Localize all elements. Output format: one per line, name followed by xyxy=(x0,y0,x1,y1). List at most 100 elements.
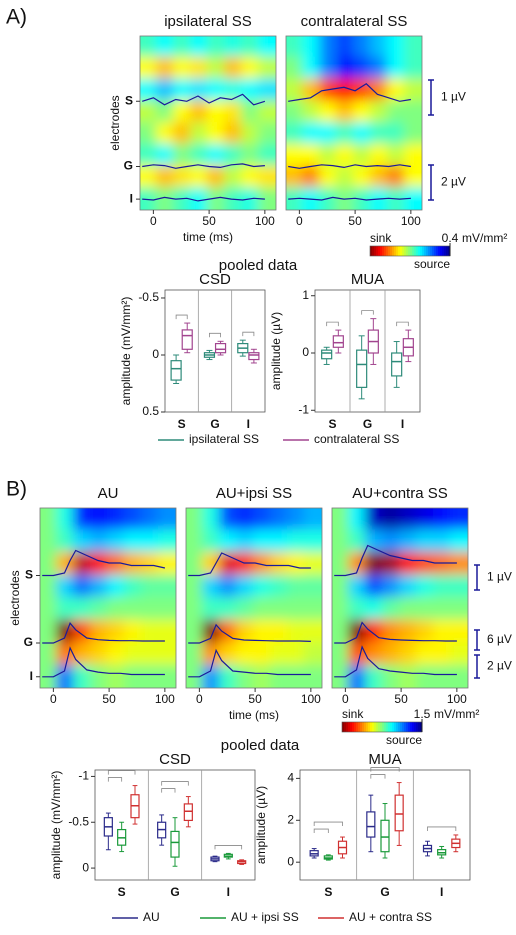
heat-cell xyxy=(73,508,92,532)
heatmap-cells xyxy=(140,36,276,210)
heat-cell xyxy=(332,597,350,622)
colorbar-swatch xyxy=(404,246,407,256)
heat-cell xyxy=(336,78,355,103)
heat-cell xyxy=(304,552,322,577)
colorbar-unit: mV/mm² xyxy=(434,707,479,721)
heat-cell xyxy=(40,529,58,554)
category-label: G xyxy=(380,885,389,899)
heat-cell xyxy=(219,642,238,667)
heat-cell xyxy=(353,36,372,59)
heat-cell xyxy=(141,508,160,532)
heat-cell xyxy=(399,552,418,577)
x-tick-label: 100 xyxy=(301,692,321,706)
colorbar-swatch xyxy=(426,246,429,256)
suptitle: pooled data xyxy=(219,257,298,274)
heat-cell xyxy=(173,143,192,168)
heat-cell xyxy=(236,597,255,622)
significance-bracket xyxy=(313,821,343,827)
heat-cell xyxy=(302,165,321,190)
heatmap-cells xyxy=(286,36,422,210)
colorbar-swatch xyxy=(398,722,401,732)
colorbar-swatch xyxy=(424,246,427,256)
heat-cell xyxy=(173,100,192,124)
heat-cell xyxy=(332,552,350,577)
heat-cell xyxy=(190,100,209,124)
heat-cell xyxy=(336,165,355,190)
colorbar-swatch xyxy=(414,722,417,732)
plot-frame xyxy=(185,507,323,689)
heat-cell xyxy=(173,122,192,146)
heat-cell xyxy=(190,143,209,168)
heat-cell xyxy=(399,529,418,554)
colorbar-swatch xyxy=(410,246,413,256)
chart-title: CSD xyxy=(199,271,231,288)
colorbar-tick-label: 0.4 xyxy=(442,231,459,245)
scale-bar-label: 6 µV xyxy=(487,632,512,646)
heat-cell xyxy=(370,36,389,59)
y-tick-label: G xyxy=(24,635,33,649)
heat-cell xyxy=(158,642,176,667)
y-tick-label: -0.5 xyxy=(68,814,89,828)
colorbar-swatch xyxy=(388,722,391,732)
heat-cell xyxy=(287,508,306,532)
heat-cell xyxy=(241,78,260,103)
heat-cell xyxy=(353,143,372,168)
colorbar-swatch xyxy=(420,246,423,256)
heat-cell xyxy=(224,187,243,210)
colorbar-swatch xyxy=(440,246,443,256)
colorbar-swatch xyxy=(396,246,399,256)
heat-cell xyxy=(207,56,226,81)
heat-cell xyxy=(141,664,160,688)
heat-cell xyxy=(336,143,355,168)
heat-cell xyxy=(450,574,468,599)
trace xyxy=(188,648,311,678)
heat-cell xyxy=(253,529,272,554)
heat-cell xyxy=(353,56,372,81)
significance-bracket xyxy=(427,826,457,831)
heat-cell xyxy=(73,619,92,644)
box xyxy=(391,352,403,377)
y-tick-label: G xyxy=(124,159,133,173)
colorbar-swatch xyxy=(376,722,379,732)
y-tick-label: S xyxy=(125,93,133,107)
heat-cell xyxy=(107,597,126,622)
y-tick-label: I xyxy=(130,191,133,205)
heat-cell xyxy=(365,597,384,622)
heat-cell xyxy=(304,619,322,644)
heat-cell xyxy=(224,122,243,146)
plot-frame xyxy=(39,507,177,689)
heat-cell xyxy=(404,100,422,124)
heat-cell xyxy=(387,56,406,81)
colorbar-swatch xyxy=(396,722,399,732)
heat-cell xyxy=(450,642,468,667)
heat-cell xyxy=(90,619,109,644)
significance-bracket xyxy=(361,310,374,315)
box xyxy=(183,803,193,822)
heat-cell xyxy=(224,100,243,124)
heatmap xyxy=(332,508,468,688)
heat-cell xyxy=(90,552,109,577)
heat-cell xyxy=(202,642,221,667)
heat-cell xyxy=(90,642,109,667)
colorbar-swatch xyxy=(408,722,411,732)
colorbar-swatch xyxy=(400,246,403,256)
heat-cell xyxy=(399,508,418,532)
heat-cell xyxy=(302,36,321,59)
colorbar-swatch xyxy=(382,722,385,732)
colorbar-swatch xyxy=(410,722,413,732)
heat-cell xyxy=(332,508,350,532)
heat-cell xyxy=(124,619,143,644)
heat-cell xyxy=(332,619,350,644)
colorbar-swatch xyxy=(390,722,393,732)
legend-label: AU + contra SS xyxy=(349,910,432,924)
y-axis-label: amplitude (µV) xyxy=(254,786,268,864)
heat-cell xyxy=(450,508,468,532)
box xyxy=(394,794,404,832)
y-tick-label: -1 xyxy=(78,769,89,783)
heat-cell xyxy=(207,100,226,124)
heat-cell xyxy=(365,529,384,554)
heat-cell xyxy=(286,36,304,59)
heat-cell xyxy=(270,529,289,554)
x-tick-label: 50 xyxy=(202,214,216,228)
plot-frame xyxy=(285,35,423,211)
